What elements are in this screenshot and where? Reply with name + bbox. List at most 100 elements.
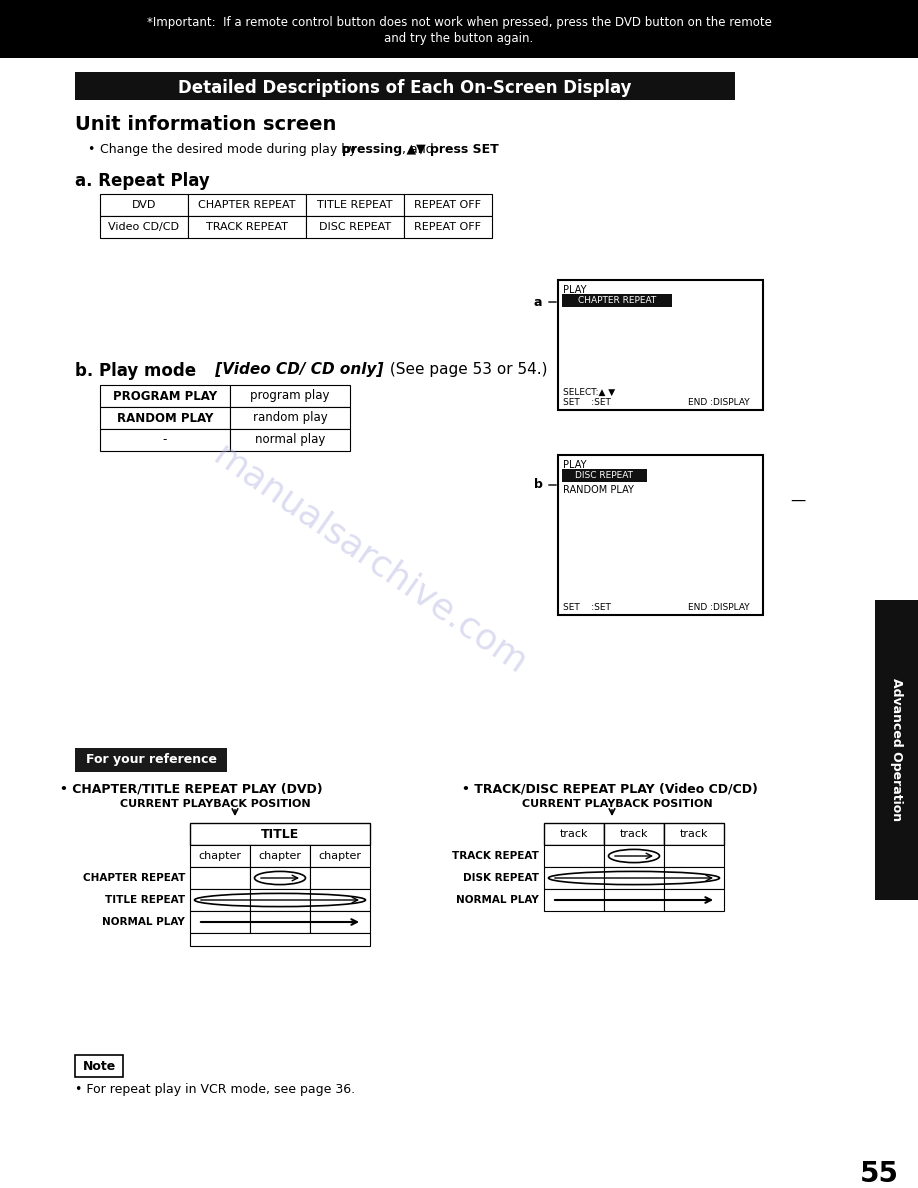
Text: TRACK REPEAT: TRACK REPEAT	[453, 851, 539, 861]
Text: Video CD/CD: Video CD/CD	[108, 222, 180, 232]
Bar	[190, 933, 370, 946]
Bar	[306, 216, 404, 238]
Text: and try the button again.: and try the button again.	[385, 32, 533, 45]
Bar	[310, 889, 370, 911]
Text: CHAPTER REPEAT: CHAPTER REPEAT	[198, 200, 296, 210]
Text: • For repeat play in VCR mode, see page 36.: • For repeat play in VCR mode, see page …	[75, 1083, 355, 1097]
Text: • CHAPTER/TITLE REPEAT PLAY (DVD): • CHAPTER/TITLE REPEAT PLAY (DVD)	[60, 783, 322, 796]
Text: TITLE REPEAT: TITLE REPEAT	[318, 200, 393, 210]
Text: CURRENT PLAYBACK POSITION: CURRENT PLAYBACK POSITION	[120, 800, 310, 809]
Text: track: track	[560, 829, 588, 839]
Text: DISC REPEAT: DISC REPEAT	[575, 470, 633, 480]
Text: —: —	[790, 493, 805, 507]
Text: CURRENT PLAYBACK POSITION: CURRENT PLAYBACK POSITION	[522, 800, 712, 809]
Text: SET    :SET: SET :SET	[563, 398, 610, 407]
Bar	[230, 385, 350, 407]
Text: , and: , and	[402, 143, 438, 156]
Text: 55: 55	[860, 1159, 899, 1188]
Text: program play: program play	[251, 390, 330, 403]
Bar	[250, 867, 310, 889]
Text: Unit information screen: Unit information screen	[75, 115, 336, 134]
Text: a. Repeat Play: a. Repeat Play	[75, 172, 209, 190]
Bar	[664, 889, 724, 911]
Text: pressing ▲▼: pressing ▲▼	[342, 143, 426, 156]
Text: RANDOM PLAY: RANDOM PLAY	[563, 485, 633, 495]
Text: PLAY: PLAY	[563, 285, 587, 295]
Text: END :DISPLAY: END :DISPLAY	[688, 604, 750, 612]
Bar	[100, 429, 230, 451]
Bar	[310, 867, 370, 889]
Bar	[544, 845, 604, 867]
Text: DISK REPEAT: DISK REPEAT	[463, 873, 539, 883]
Text: chapter: chapter	[319, 851, 362, 861]
Text: track: track	[679, 829, 709, 839]
Bar	[100, 216, 188, 238]
Text: SELECT:▲ ▼: SELECT:▲ ▼	[563, 388, 615, 397]
Text: press SET: press SET	[430, 143, 498, 156]
Text: track: track	[620, 829, 648, 839]
Bar	[310, 911, 370, 933]
Text: -: -	[162, 434, 167, 447]
Bar	[188, 216, 306, 238]
Bar	[664, 867, 724, 889]
Bar	[100, 407, 230, 429]
Bar	[544, 889, 604, 911]
Text: NORMAL PLAY: NORMAL PLAY	[456, 895, 539, 905]
Bar	[190, 867, 250, 889]
Text: SET    :SET: SET :SET	[563, 604, 610, 612]
Text: random play: random play	[252, 411, 328, 424]
Text: Detailed Descriptions of Each On-Screen Display: Detailed Descriptions of Each On-Screen …	[178, 78, 632, 97]
Text: CHAPTER REPEAT: CHAPTER REPEAT	[83, 873, 185, 883]
Text: [Video CD/ CD only]: [Video CD/ CD only]	[210, 362, 384, 377]
Text: TITLE REPEAT: TITLE REPEAT	[105, 895, 185, 905]
Text: DVD: DVD	[132, 200, 156, 210]
Text: Advanced Operation: Advanced Operation	[890, 678, 902, 822]
Bar	[0, 0, 918, 58]
Bar	[875, 600, 918, 901]
Text: CHAPTER REPEAT: CHAPTER REPEAT	[577, 296, 656, 305]
Text: REPEAT OFF: REPEAT OFF	[415, 222, 482, 232]
Bar	[558, 455, 763, 615]
Bar	[664, 823, 724, 845]
Bar	[75, 1055, 123, 1078]
Bar	[558, 280, 763, 410]
Bar	[404, 194, 492, 216]
Text: REPEAT OFF: REPEAT OFF	[415, 200, 482, 210]
Bar	[310, 845, 370, 867]
Text: • TRACK/DISC REPEAT PLAY (Video CD/CD): • TRACK/DISC REPEAT PLAY (Video CD/CD)	[462, 783, 758, 796]
Bar	[190, 845, 250, 867]
Text: a: a	[533, 296, 543, 309]
Bar	[190, 911, 250, 933]
Text: (See page 53 or 54.): (See page 53 or 54.)	[385, 362, 547, 377]
Text: Change the desired mode during play by: Change the desired mode during play by	[100, 143, 361, 156]
Bar	[544, 867, 604, 889]
Bar	[544, 823, 604, 845]
Bar	[664, 845, 724, 867]
Text: For your reference: For your reference	[85, 753, 217, 766]
Text: b. Play mode: b. Play mode	[75, 362, 196, 380]
Text: chapter: chapter	[259, 851, 301, 861]
Bar	[230, 407, 350, 429]
Bar	[230, 429, 350, 451]
Text: DISC REPEAT: DISC REPEAT	[319, 222, 391, 232]
Text: END :DISPLAY: END :DISPLAY	[688, 398, 750, 407]
Text: PLAY: PLAY	[563, 460, 587, 470]
Text: TRACK REPEAT: TRACK REPEAT	[206, 222, 288, 232]
Bar	[306, 194, 404, 216]
Bar	[100, 194, 188, 216]
Text: Note: Note	[83, 1060, 116, 1073]
Bar	[250, 889, 310, 911]
Bar	[188, 194, 306, 216]
Bar	[250, 845, 310, 867]
Bar	[75, 748, 227, 772]
Bar	[404, 216, 492, 238]
Text: .: .	[484, 143, 488, 156]
Bar	[75, 72, 735, 100]
Text: normal play: normal play	[255, 434, 325, 447]
Bar	[100, 385, 230, 407]
Bar	[604, 867, 664, 889]
Bar	[190, 889, 250, 911]
Text: NORMAL PLAY: NORMAL PLAY	[102, 917, 185, 927]
Bar	[604, 889, 664, 911]
Text: chapter: chapter	[198, 851, 241, 861]
